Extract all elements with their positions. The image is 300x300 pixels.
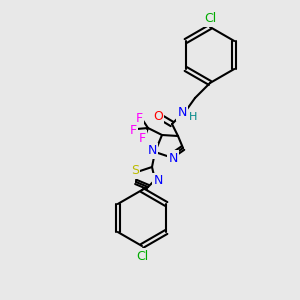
Text: F: F [138, 131, 146, 145]
Text: F: F [135, 112, 142, 124]
Text: N: N [147, 145, 157, 158]
Text: O: O [153, 110, 163, 122]
Text: Cl: Cl [136, 250, 148, 262]
Text: Cl: Cl [204, 13, 216, 26]
Text: H: H [189, 112, 197, 122]
Text: S: S [131, 164, 139, 178]
Text: N: N [168, 152, 178, 164]
Text: N: N [153, 175, 163, 188]
Text: F: F [129, 124, 137, 136]
Text: N: N [177, 106, 187, 119]
